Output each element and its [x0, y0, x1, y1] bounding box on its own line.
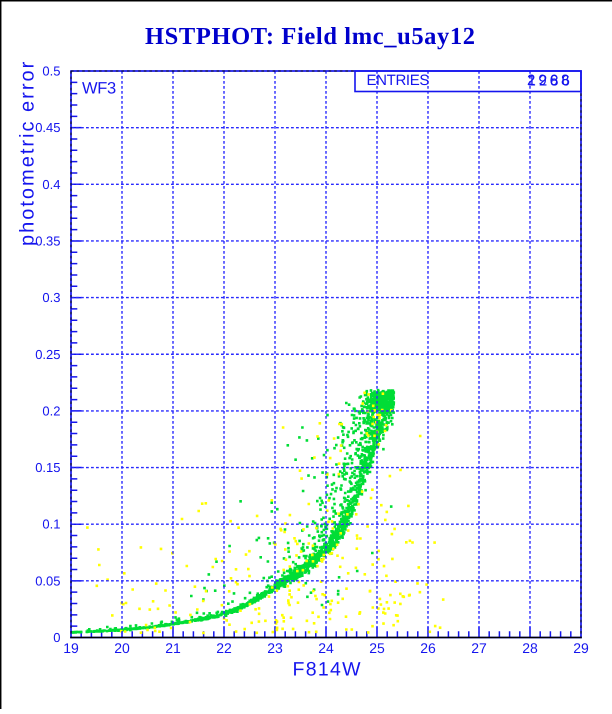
svg-text:0: 0	[53, 630, 60, 645]
svg-text:0.5: 0.5	[42, 64, 60, 79]
svg-text:20: 20	[114, 640, 130, 656]
svg-text:0.4: 0.4	[42, 177, 60, 192]
svg-text:21: 21	[165, 640, 181, 656]
svg-text:0.45: 0.45	[35, 120, 60, 135]
svg-text:2968: 2968	[527, 72, 572, 89]
svg-text:26: 26	[420, 640, 436, 656]
svg-text:photometric error: photometric error	[17, 60, 39, 246]
svg-text:0.15: 0.15	[35, 460, 60, 475]
svg-text:0.35: 0.35	[35, 233, 60, 248]
svg-text:WF3: WF3	[82, 80, 116, 98]
svg-text:25: 25	[369, 640, 385, 656]
svg-text:0.3: 0.3	[42, 290, 60, 305]
svg-text:F814W: F814W	[293, 659, 362, 681]
svg-text:23: 23	[267, 640, 283, 656]
svg-text:28: 28	[522, 640, 538, 656]
svg-text:ENTRIES: ENTRIES	[367, 72, 430, 89]
svg-text:22: 22	[216, 640, 232, 656]
svg-text:0.05: 0.05	[35, 573, 60, 588]
svg-text:1286: 1286	[528, 73, 573, 90]
svg-text:0.25: 0.25	[35, 347, 60, 362]
svg-text:0.2: 0.2	[42, 403, 60, 418]
svg-text:29: 29	[573, 640, 589, 656]
svg-text:19: 19	[63, 640, 79, 656]
svg-text:24: 24	[318, 640, 334, 656]
svg-text:HSTPHOT: Field lmc_u5ay12: HSTPHOT: Field lmc_u5ay12	[145, 23, 475, 50]
svg-text:27: 27	[471, 640, 487, 656]
svg-text:0.1: 0.1	[42, 517, 60, 532]
